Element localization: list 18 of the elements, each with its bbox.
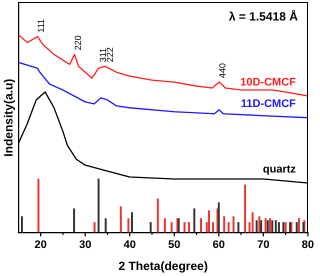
annotation: 111 (36, 18, 46, 33)
x-tick-label: 70 (257, 239, 270, 252)
annotation: 311 (98, 48, 108, 62)
x-tick-label: 60 (212, 239, 225, 252)
series-label: quartz (262, 163, 296, 176)
x-tick-label: 20 (34, 239, 47, 252)
series-label: 10D-CMCF (240, 76, 296, 88)
y-axis-title: Indensity(a.u) (2, 78, 16, 157)
text: λ = 1.5418 Å (228, 9, 298, 24)
series-label: 11D-CMCF (240, 98, 296, 110)
x-tick-label: 30 (79, 239, 92, 252)
annotation: 220 (73, 35, 83, 50)
x-tick-label: 50 (168, 239, 180, 252)
annotation: 440 (218, 63, 228, 78)
x-tick-label: 40 (124, 239, 136, 252)
x-tick-label: 80 (302, 239, 314, 252)
x-axis-title: 2 Theta(degree) (118, 259, 208, 274)
annotation: 222 (105, 47, 116, 62)
